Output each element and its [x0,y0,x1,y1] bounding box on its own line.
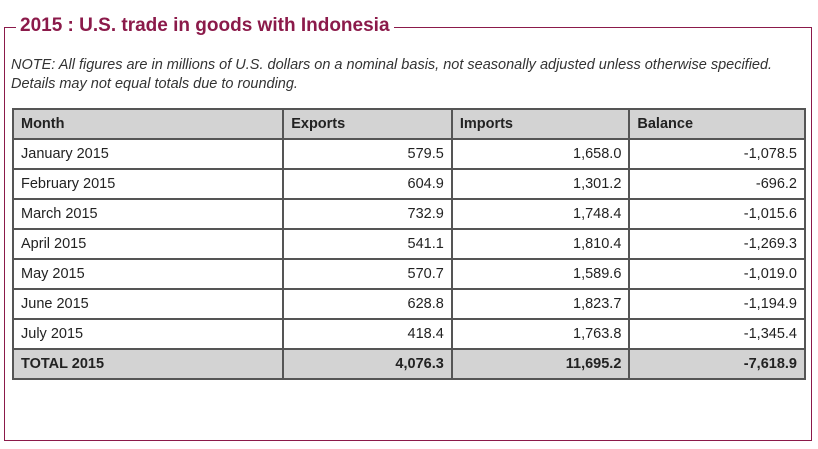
trade-fieldset [4,27,812,441]
cell-imports: 1,763.8 [450,318,631,350]
cell-month: May 2015 [11,258,285,290]
cell-balance: -1,194.9 [628,288,806,320]
cell-month: June 2015 [11,288,285,320]
header-balance: Balance [628,108,806,140]
table-header-row: Month Exports Imports Balance [11,108,806,140]
cell-imports: 1,823.7 [450,288,631,320]
cell-imports: 1,589.6 [450,258,631,290]
cell-balance: -1,015.6 [628,198,806,230]
cell-balance: -1,078.5 [628,138,806,170]
header-exports: Exports [282,108,453,140]
cell-balance: -696.2 [628,168,806,200]
cell-balance: -1,019.0 [628,258,806,290]
cell-imports: 1,810.4 [450,228,631,260]
header-month: Month [11,108,285,140]
cell-balance: -1,269.3 [628,228,806,260]
table-row: March 2015 732.9 1,748.4 -1,015.6 [11,198,806,230]
table-row: February 2015 604.9 1,301.2 -696.2 [11,168,806,200]
table-row: January 2015 579.5 1,658.0 -1,078.5 [11,138,806,170]
total-imports: 11,695.2 [450,348,631,380]
cell-exports: 418.4 [282,318,453,350]
page-title: 2015 : U.S. trade in goods with Indonesi… [16,14,394,38]
cell-imports: 1,301.2 [450,168,631,200]
cell-month: April 2015 [11,228,285,260]
total-label: TOTAL 2015 [11,348,285,380]
cell-exports: 604.9 [282,168,453,200]
cell-exports: 570.7 [282,258,453,290]
table-row: May 2015 570.7 1,589.6 -1,019.0 [11,258,806,290]
table-row: July 2015 418.4 1,763.8 -1,345.4 [11,318,806,350]
note-text: NOTE: All figures are in millions of U.S… [11,57,773,92]
trade-table: Month Exports Imports Balance January 20… [11,108,806,380]
cell-month: January 2015 [11,138,285,170]
cell-month: July 2015 [11,318,285,350]
total-exports: 4,076.3 [282,348,453,380]
total-balance: -7,618.9 [628,348,806,380]
cell-exports: 732.9 [282,198,453,230]
cell-month: February 2015 [11,168,285,200]
table-total-row: TOTAL 2015 4,076.3 11,695.2 -7,618.9 [11,348,806,380]
cell-imports: 1,658.0 [450,138,631,170]
cell-imports: 1,748.4 [450,198,631,230]
cell-exports: 628.8 [282,288,453,320]
header-imports: Imports [450,108,631,140]
table-row: June 2015 628.8 1,823.7 -1,194.9 [11,288,806,320]
cell-balance: -1,345.4 [628,318,806,350]
cell-month: March 2015 [11,198,285,230]
table-row: April 2015 541.1 1,810.4 -1,269.3 [11,228,806,260]
cell-exports: 579.5 [282,138,453,170]
cell-exports: 541.1 [282,228,453,260]
